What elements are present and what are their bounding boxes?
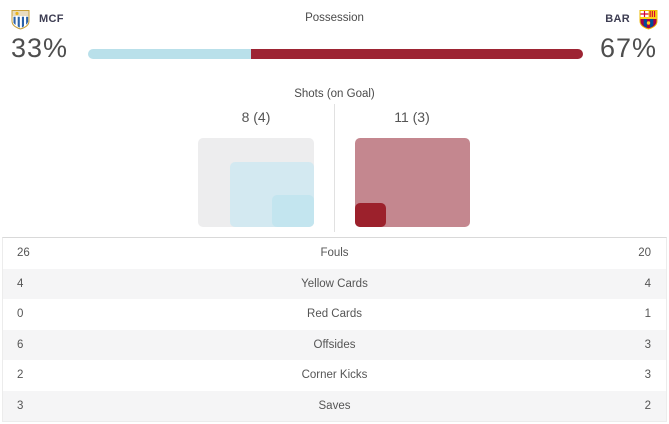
table-row-offsides[interactable]: 6 Offsides 3 [3, 329, 666, 360]
home-stat-value: 4 [17, 277, 24, 290]
stat-label: Offsides [313, 338, 356, 351]
home-stat-value: 0 [17, 308, 24, 321]
away-stat-value: 4 [644, 277, 651, 290]
stat-label: Fouls [320, 247, 349, 260]
home-possession-pct: 33% [11, 33, 69, 63]
away-possession-pct: 67% [599, 33, 657, 63]
home-stat-value: 3 [17, 399, 24, 412]
home-shots-value: 8 (4) [241, 109, 271, 125]
away-team-header: BAR [605, 8, 659, 30]
home-shots-chart [198, 138, 314, 227]
stat-label: Saves [318, 399, 351, 412]
away-shots-chart [355, 138, 470, 227]
away-team-crest-icon [639, 10, 658, 30]
away-stat-value: 1 [644, 308, 651, 321]
away-stat-value: 2 [644, 399, 651, 412]
table-row-corner-kicks[interactable]: 2 Corner Kicks 3 [3, 360, 666, 391]
home-stat-value: 26 [17, 247, 30, 260]
table-row-fouls[interactable]: 26 Fouls 20 [3, 238, 666, 269]
away-possession-bar-segment[interactable] [251, 49, 583, 59]
away-stat-value: 3 [644, 369, 651, 382]
away-stat-value: 20 [638, 247, 651, 260]
table-row-saves[interactable]: 3 Saves 2 [3, 390, 666, 421]
home-on-goal-square[interactable] [272, 195, 314, 227]
away-shots-value: 11 (3) [394, 109, 430, 125]
home-stat-value: 2 [17, 369, 24, 382]
home-team-abbr: MCF [39, 13, 64, 25]
stat-label: Yellow Cards [301, 277, 368, 290]
home-team-header: MCF [10, 8, 64, 30]
possession-bar [88, 49, 583, 59]
table-row-red-cards[interactable]: 0 Red Cards 1 [3, 299, 666, 330]
possession-title: Possession [305, 12, 364, 24]
shots-chart-divider [334, 104, 335, 232]
home-team-crest-icon [11, 10, 30, 30]
home-possession-bar-segment[interactable] [88, 49, 252, 59]
home-stat-value: 6 [17, 338, 24, 351]
stats-table: 26 Fouls 20 4 Yellow Cards 4 0 Red Cards… [2, 237, 667, 422]
away-team-abbr: BAR [605, 13, 630, 25]
away-on-goal-square[interactable] [355, 203, 386, 227]
stat-label: Red Cards [307, 308, 362, 321]
shots-title: Shots (on Goal) [294, 88, 375, 100]
table-row-yellow-cards[interactable]: 4 Yellow Cards 4 [3, 268, 666, 299]
away-stat-value: 3 [644, 338, 651, 351]
stat-label: Corner Kicks [301, 369, 368, 382]
